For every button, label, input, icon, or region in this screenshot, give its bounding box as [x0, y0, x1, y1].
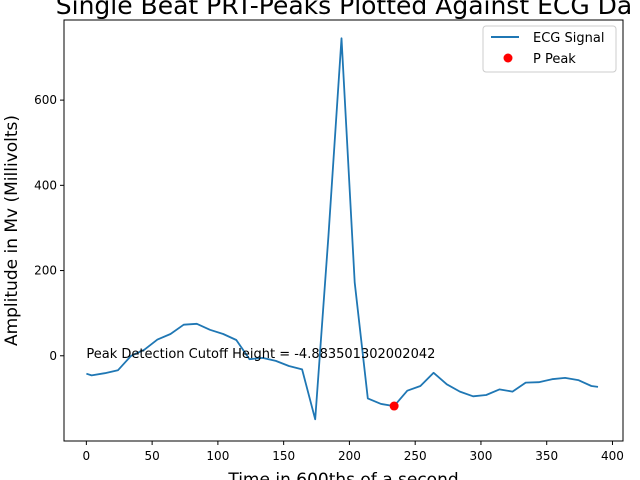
x-axis-label: Time in 600ths of a second — [227, 470, 458, 480]
y-tick-label: 400 — [34, 178, 57, 192]
x-tick-label: 200 — [338, 449, 361, 463]
x-tick-label: 300 — [469, 449, 492, 463]
plot-area — [86, 37, 599, 421]
y-tick-label: 200 — [34, 264, 57, 278]
y-tick-label: 600 — [34, 93, 57, 107]
p-peak-point — [389, 401, 399, 411]
chart-title: Single Beat PRT-Peaks Plotted Against EC… — [56, 0, 632, 20]
x-tick-label: 50 — [144, 449, 159, 463]
axes-frame — [63, 19, 624, 442]
x-tick-label: 0 — [83, 449, 91, 463]
y-tick-label: 0 — [49, 349, 57, 363]
x-tick-label: 100 — [206, 449, 229, 463]
legend-ecg-label: ECG Signal — [533, 31, 604, 46]
y-axis: 0 200 400 600 — [34, 93, 64, 363]
legend-p-peak-swatch — [503, 53, 513, 63]
x-tick-label: 150 — [272, 449, 295, 463]
cutoff-annotation: Peak Detection Cutoff Height = -4.883501… — [86, 347, 435, 362]
series-ecg-signal-line — [86, 37, 599, 421]
x-tick-label: 400 — [601, 449, 624, 463]
x-axis: 0 50 100 150 200 250 300 350 400 — [83, 441, 624, 463]
y-axis-label: Amplitude in Mv (Millivolts) — [2, 115, 22, 346]
legend-p-peak-label: P Peak — [533, 52, 576, 67]
x-tick-label: 250 — [404, 449, 427, 463]
x-tick-label: 350 — [535, 449, 558, 463]
legend: ECG Signal P Peak — [482, 25, 617, 73]
